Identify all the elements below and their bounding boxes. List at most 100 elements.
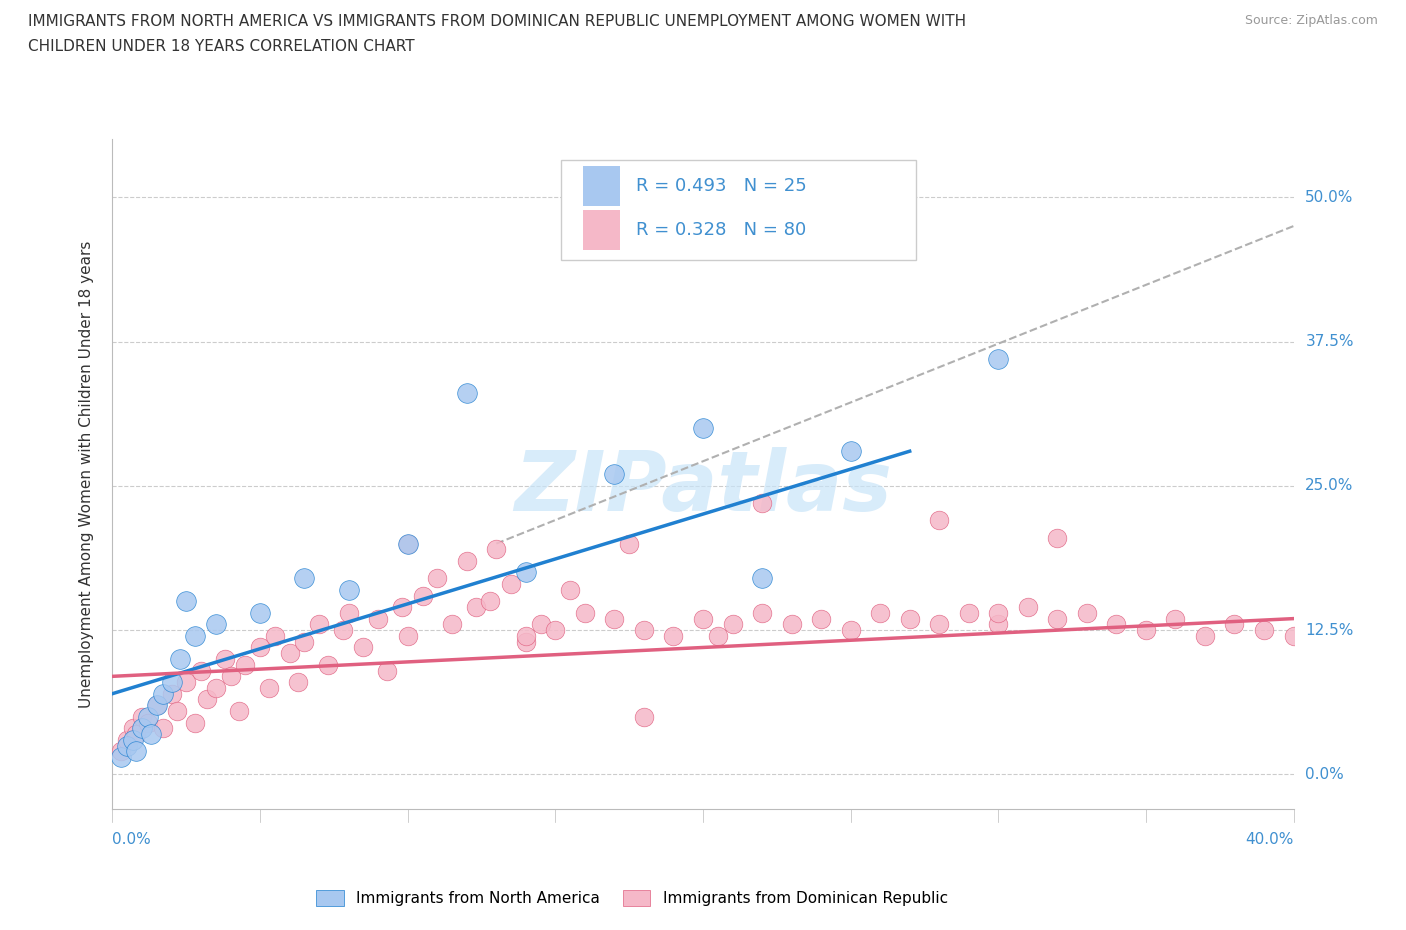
Point xyxy=(337,582,360,597)
Point xyxy=(292,634,315,649)
Point xyxy=(308,617,330,631)
Point xyxy=(1046,611,1069,626)
Point xyxy=(184,715,207,730)
Point xyxy=(117,733,138,748)
Point xyxy=(529,617,551,631)
Point xyxy=(249,605,271,620)
Point xyxy=(456,553,478,568)
Point xyxy=(1135,623,1157,638)
Point xyxy=(501,577,523,591)
Point xyxy=(228,703,250,718)
Point xyxy=(352,640,374,655)
Bar xyxy=(582,166,620,206)
Point xyxy=(456,386,478,401)
Point xyxy=(152,721,174,736)
Text: 50.0%: 50.0% xyxy=(1305,190,1354,205)
Point xyxy=(125,744,148,759)
Point xyxy=(515,634,537,649)
Point xyxy=(1076,605,1098,620)
Point xyxy=(869,605,891,620)
Text: R = 0.328   N = 80: R = 0.328 N = 80 xyxy=(636,221,806,239)
Point xyxy=(1282,629,1305,644)
Point xyxy=(117,738,138,753)
Point xyxy=(515,565,537,580)
Point xyxy=(174,674,197,689)
Point xyxy=(515,629,537,644)
Point xyxy=(1164,611,1187,626)
Point xyxy=(367,611,389,626)
Point xyxy=(205,617,228,631)
Point xyxy=(125,726,148,741)
Point xyxy=(1253,623,1275,638)
Point xyxy=(692,611,714,626)
Point xyxy=(928,617,950,631)
Text: 37.5%: 37.5% xyxy=(1305,334,1354,349)
Point xyxy=(1223,617,1246,631)
Point xyxy=(332,623,354,638)
Point xyxy=(166,703,188,718)
Point xyxy=(1017,600,1039,615)
Point xyxy=(721,617,744,631)
Point xyxy=(692,420,714,435)
Point xyxy=(574,605,596,620)
Legend: Immigrants from North America, Immigrants from Dominican Republic: Immigrants from North America, Immigrant… xyxy=(311,884,953,912)
Point xyxy=(174,594,197,609)
Point xyxy=(122,733,145,748)
Point xyxy=(560,582,582,597)
Point xyxy=(751,496,773,511)
Text: 0.0%: 0.0% xyxy=(112,832,152,847)
Point xyxy=(662,629,685,644)
Point xyxy=(957,605,980,620)
Point xyxy=(278,645,301,660)
Point xyxy=(810,611,832,626)
Point xyxy=(751,605,773,620)
Point xyxy=(898,611,921,626)
Point xyxy=(780,617,803,631)
Point xyxy=(219,669,242,684)
Point xyxy=(146,698,169,712)
Point xyxy=(287,674,309,689)
Point xyxy=(928,513,950,528)
Text: 25.0%: 25.0% xyxy=(1305,478,1354,493)
Text: 40.0%: 40.0% xyxy=(1246,832,1294,847)
Point xyxy=(633,710,655,724)
Text: IMMIGRANTS FROM NORTH AMERICA VS IMMIGRANTS FROM DOMINICAN REPUBLIC UNEMPLOYMENT: IMMIGRANTS FROM NORTH AMERICA VS IMMIGRA… xyxy=(28,14,966,29)
Point xyxy=(337,605,360,620)
Point xyxy=(249,640,271,655)
Point xyxy=(264,629,287,644)
Point xyxy=(131,710,153,724)
Text: 0.0%: 0.0% xyxy=(1305,767,1344,782)
Point xyxy=(426,571,449,586)
Text: 12.5%: 12.5% xyxy=(1305,623,1354,638)
Point xyxy=(441,617,464,631)
Point xyxy=(603,467,626,482)
Point xyxy=(987,605,1010,620)
Point xyxy=(214,652,236,667)
Point xyxy=(122,721,145,736)
Text: R = 0.493   N = 25: R = 0.493 N = 25 xyxy=(636,178,807,195)
Point xyxy=(233,658,256,672)
Point xyxy=(110,750,132,764)
Point xyxy=(1105,617,1128,631)
Point xyxy=(205,681,228,696)
Point xyxy=(391,600,413,615)
Point xyxy=(839,623,862,638)
Point xyxy=(110,744,132,759)
Point xyxy=(987,617,1010,631)
Point xyxy=(195,692,218,707)
Point xyxy=(839,444,862,458)
Point xyxy=(464,600,486,615)
Bar xyxy=(582,210,620,250)
Point xyxy=(1194,629,1216,644)
Point xyxy=(619,536,641,551)
Point xyxy=(1046,530,1069,545)
Point xyxy=(396,536,419,551)
Text: Source: ZipAtlas.com: Source: ZipAtlas.com xyxy=(1244,14,1378,27)
Point xyxy=(479,594,502,609)
Point xyxy=(633,623,655,638)
Point xyxy=(987,352,1010,366)
Point xyxy=(412,588,434,603)
Point xyxy=(544,623,567,638)
Point xyxy=(136,710,159,724)
Point xyxy=(160,674,183,689)
